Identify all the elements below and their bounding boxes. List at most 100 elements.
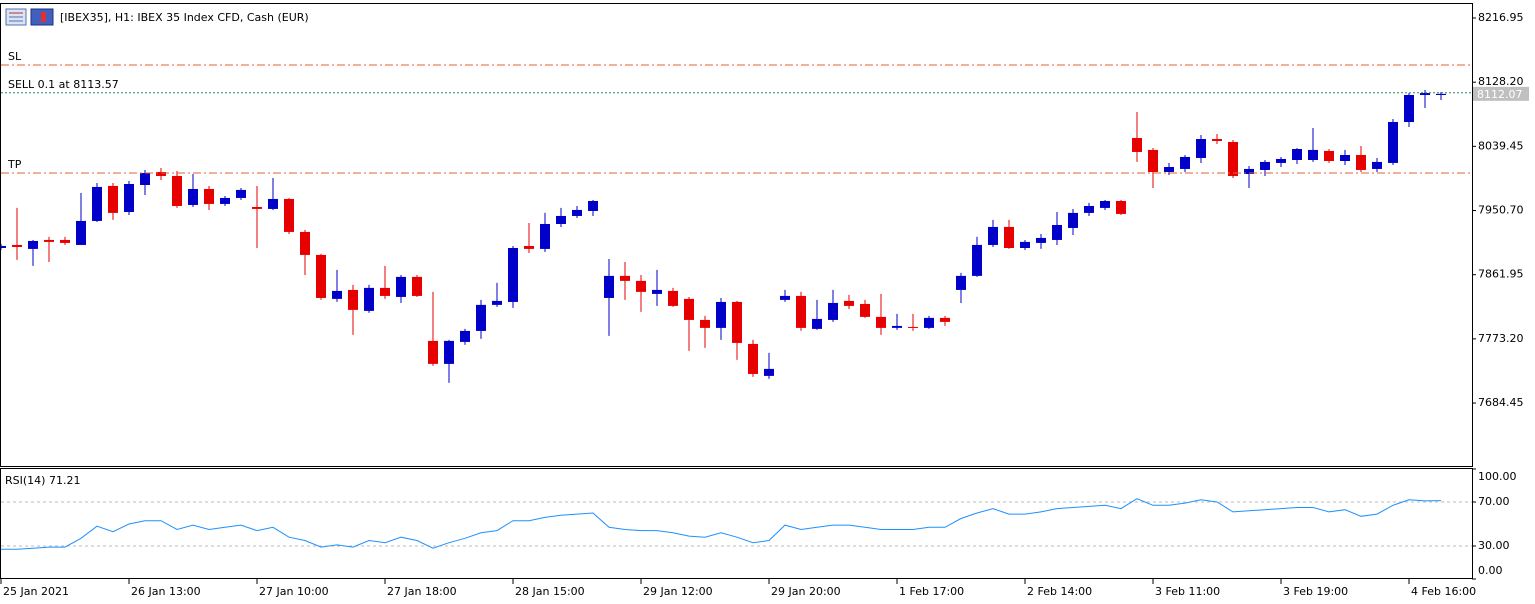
x-tick-label: 28 Jan 15:00 xyxy=(515,585,585,598)
trade-level-label: TP xyxy=(7,158,22,171)
candle-body xyxy=(1212,139,1222,141)
candle-body xyxy=(12,244,22,247)
candle-body xyxy=(1004,226,1014,248)
candle-body xyxy=(492,300,502,305)
candle-body xyxy=(508,247,518,302)
candle-body xyxy=(1292,148,1302,160)
candle-body xyxy=(204,188,214,204)
candles xyxy=(1,89,1446,383)
candle-body xyxy=(268,198,278,209)
candle-body xyxy=(396,276,406,297)
trade-level-label: SELL 0.1 at 8113.57 xyxy=(8,78,119,91)
candle-body xyxy=(156,171,166,176)
candle-body xyxy=(1340,154,1350,161)
candle-body xyxy=(972,244,982,276)
candle-body xyxy=(300,231,310,255)
candle-body xyxy=(1196,139,1206,158)
candle-body xyxy=(284,198,294,232)
y-tick-label: 7773.20 xyxy=(1478,332,1524,345)
candle-body xyxy=(716,301,726,328)
candle-body xyxy=(60,239,70,243)
x-tick-label: 3 Feb 11:00 xyxy=(1155,585,1220,598)
candle-body xyxy=(700,319,710,328)
candle-body xyxy=(220,197,230,204)
candle-body xyxy=(588,200,598,211)
candle-body xyxy=(1180,156,1190,169)
candle-body xyxy=(92,186,102,221)
candle-body xyxy=(684,298,694,320)
candle-body xyxy=(108,185,118,213)
candle-body xyxy=(1164,166,1174,172)
candle-body xyxy=(1260,161,1270,170)
candle-body xyxy=(364,287,374,311)
candle-body xyxy=(1244,168,1254,175)
candle-body xyxy=(1228,141,1238,176)
candle-body xyxy=(636,280,646,292)
candle-body xyxy=(796,295,806,328)
x-tick-label: 2 Feb 14:00 xyxy=(1027,585,1092,598)
candle-body xyxy=(908,326,918,328)
x-tick-label: 27 Jan 18:00 xyxy=(387,585,457,598)
candle-body xyxy=(1372,161,1382,169)
y-tick-label: 0.00 xyxy=(1478,564,1503,577)
candle-body xyxy=(1308,149,1318,160)
trade-level-label: SL xyxy=(8,50,22,63)
price-tag-label: 8112.07 xyxy=(1477,88,1523,101)
candle-body xyxy=(1052,224,1062,240)
price-tag xyxy=(1473,86,1529,101)
candle-body xyxy=(1276,158,1286,163)
y-tick-label: 70.00 xyxy=(1478,495,1510,508)
candle-body xyxy=(252,206,262,209)
candle-body xyxy=(76,220,86,245)
candle-body xyxy=(332,290,342,299)
candle-body xyxy=(732,301,742,343)
candle-body xyxy=(956,275,966,290)
candle-body xyxy=(1,245,6,248)
candle-body xyxy=(412,276,422,296)
candle-body xyxy=(892,325,902,328)
candle-body xyxy=(1404,94,1414,123)
candle-body xyxy=(604,275,614,298)
candle-body xyxy=(988,226,998,245)
y-tick-label: 30.00 xyxy=(1478,539,1510,552)
x-tick-label: 27 Jan 10:00 xyxy=(259,585,329,598)
candle-body xyxy=(1084,205,1094,213)
candle-body xyxy=(428,340,438,364)
y-tick-label: 8216.95 xyxy=(1478,11,1524,24)
candle-body xyxy=(1388,122,1398,163)
candle-body xyxy=(1116,200,1126,214)
candle-body xyxy=(812,318,822,329)
candle-body xyxy=(1324,150,1334,161)
x-tick-label: 1 Feb 17:00 xyxy=(899,585,964,598)
candle-body xyxy=(1132,138,1142,152)
candle-body xyxy=(572,209,582,216)
y-tick-label: 7861.95 xyxy=(1478,268,1524,281)
candle-body xyxy=(860,303,870,317)
candle-body xyxy=(1036,237,1046,243)
candle-body xyxy=(348,289,358,310)
candle-body xyxy=(1436,93,1446,95)
rsi-title: RSI(14) 71.21 xyxy=(5,474,80,487)
candle-body xyxy=(780,295,790,300)
candle-body xyxy=(1420,93,1430,95)
chart-title: [IBEX35], H1: IBEX 35 Index CFD, Cash (E… xyxy=(60,11,309,24)
candle-body xyxy=(844,300,854,306)
rsi-line xyxy=(1,498,1442,550)
candle-body xyxy=(668,290,678,306)
candle-body xyxy=(1148,149,1158,172)
candle-body xyxy=(556,215,566,224)
rsi-panel xyxy=(0,468,1473,579)
candle-body xyxy=(1356,154,1366,170)
candle-body xyxy=(764,368,774,376)
candle-body xyxy=(316,254,326,298)
candle-body xyxy=(524,245,534,249)
window-icons xyxy=(5,8,54,26)
y-tick-label: 7684.45 xyxy=(1478,396,1524,409)
candle-body xyxy=(828,302,838,320)
candle-body xyxy=(1020,241,1030,248)
candle-body xyxy=(748,343,758,374)
candle-body xyxy=(1068,212,1078,228)
y-tick-label: 7950.70 xyxy=(1478,204,1524,217)
x-tick-label: 29 Jan 20:00 xyxy=(771,585,841,598)
